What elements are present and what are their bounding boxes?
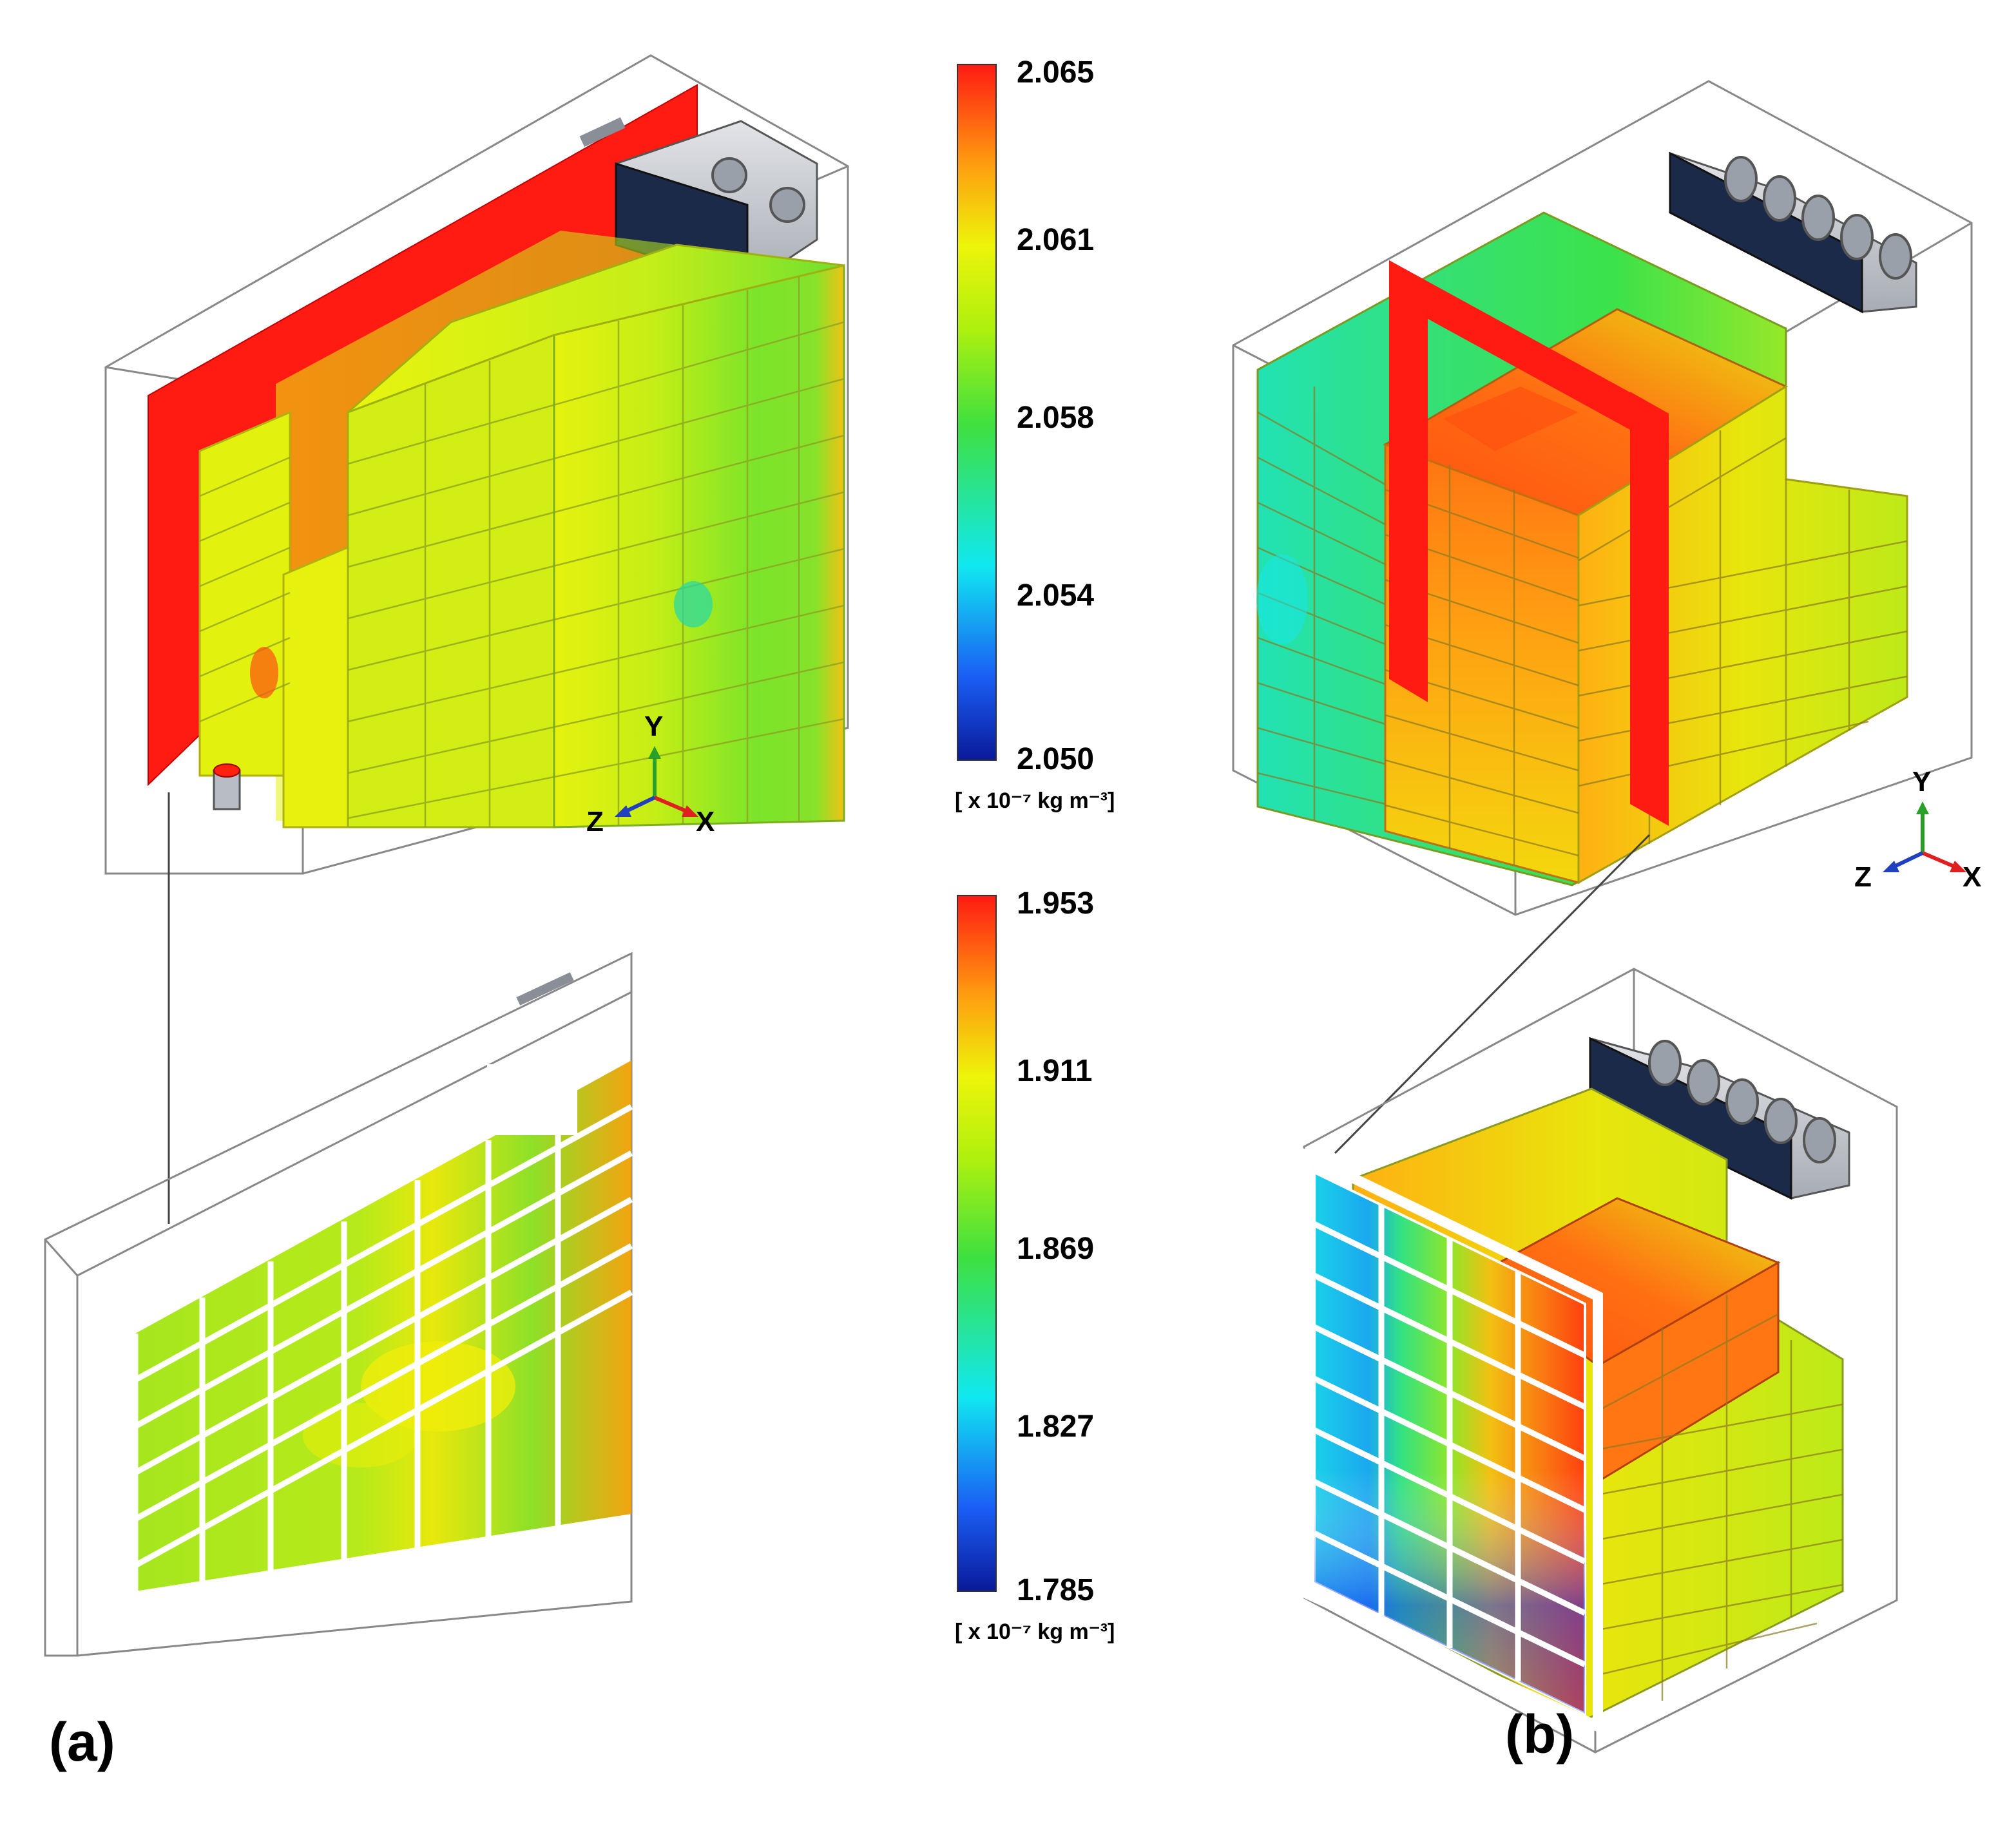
duct-unit-b-upper [1669, 151, 1917, 314]
cylinder-object-a [213, 763, 241, 810]
colorbar-top-tick: 2.054 [1017, 579, 1094, 613]
duct-unit-a-upper [579, 117, 818, 288]
panel-label-a: (a) [49, 1712, 115, 1772]
panel-b-upper-view [1232, 80, 1973, 916]
panel-label-b: (b) [1505, 1704, 1575, 1764]
axis-label-x: X [696, 806, 715, 837]
leader-line-b [1334, 834, 1651, 1154]
axis-triad-b: Y X Z [1854, 766, 1981, 893]
colorbar-top-tick: 2.061 [1017, 223, 1094, 257]
colorbar-bottom-unit: [ x 10⁻⁷ kg m⁻³] [955, 1620, 1115, 1644]
colorbar-bottom-tick: 1.911 [1017, 1054, 1092, 1088]
axis-label-y: Y [644, 711, 663, 742]
axis-label-z: Z [1854, 861, 1872, 893]
axis-triad-a: Y X Z [586, 711, 715, 837]
panel-a-slice-view [44, 951, 633, 1657]
axis-label-z: Z [586, 806, 604, 837]
panel-a-upper-view [104, 54, 849, 875]
colorbar-top-gradient [957, 64, 997, 761]
colorbar-bottom-gradient [957, 895, 997, 1592]
colorbar-top-unit: [ x 10⁻⁷ kg m⁻³] [955, 789, 1115, 813]
product-stack-a [198, 231, 845, 828]
duct-unit-b-lower [1589, 1037, 1850, 1200]
axis-label-x: X [1963, 861, 1981, 893]
axis-label-y: Y [1912, 766, 1931, 798]
colorbar-top-tick: 2.058 [1017, 401, 1094, 435]
colorbar-top-tick: 2.050 [1017, 742, 1094, 776]
colorbar-bottom-tick: 1.785 [1017, 1573, 1094, 1607]
colorbar-top: 2.065 2.061 2.058 2.054 2.050 [ x 10⁻⁷ k… [955, 55, 1115, 813]
colorbar-top-tick: 2.065 [1017, 55, 1094, 90]
colorbar-bottom-tick: 1.953 [1017, 886, 1094, 921]
colorbar-bottom-tick: 1.827 [1017, 1410, 1094, 1444]
colorbar-bottom: 1.953 1.911 1.869 1.827 1.785 [ x 10⁻⁷ k… [955, 886, 1115, 1644]
panel-b-slice-view [1296, 968, 1898, 1754]
slice-plane-a-lower [135, 1060, 631, 1591]
colorbar-bottom-tick: 1.869 [1017, 1232, 1094, 1266]
